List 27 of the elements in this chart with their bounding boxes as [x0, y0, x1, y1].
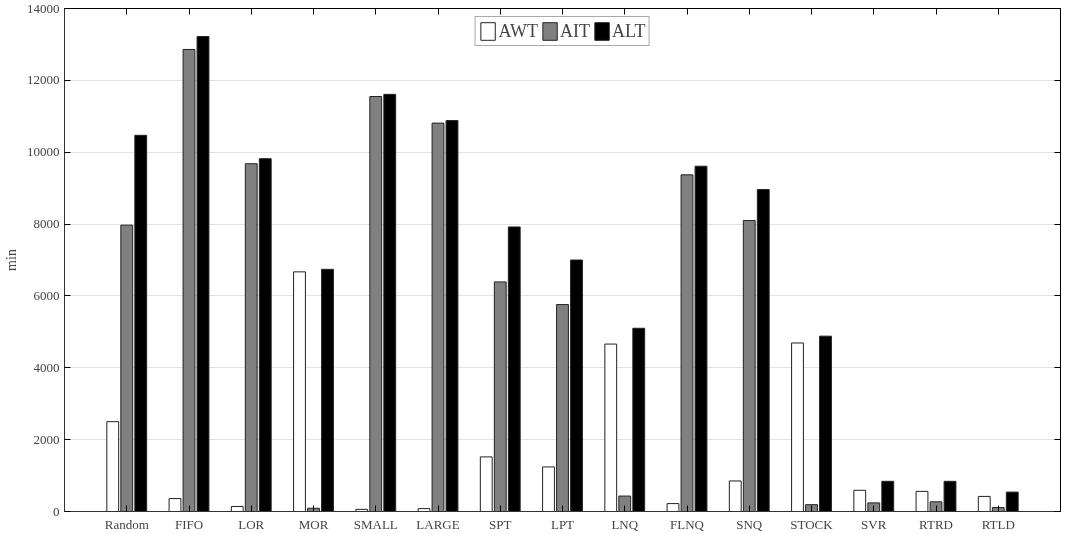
legend-label: AIT: [560, 20, 591, 42]
x-tick-label: LNQ: [611, 516, 639, 532]
x-tick-label: SPT: [489, 516, 512, 532]
y-tick-label: 10000: [27, 144, 60, 160]
x-tick-label: STOCK: [790, 516, 834, 532]
x-tick-label: LOR: [238, 516, 265, 532]
x-tick-label: SVR: [861, 516, 887, 532]
y-axis-title: min: [4, 249, 19, 271]
legend-label: ALT: [612, 20, 646, 42]
x-tick-label: RTRD: [919, 516, 953, 532]
x-tick-label: RTLD: [981, 516, 1015, 532]
y-tick-label: 6000: [33, 287, 60, 303]
x-tick-label: Random: [104, 516, 149, 532]
y-tick-label: 12000: [27, 72, 60, 88]
y-tick-label: 14000: [27, 0, 60, 16]
x-tick-label: SNQ: [736, 516, 763, 532]
x-tick-label: FLNQ: [670, 516, 705, 532]
y-tick-label: 4000: [33, 359, 60, 375]
y-tick-label: 0: [53, 503, 60, 519]
x-tick-label: FIFO: [174, 516, 204, 532]
x-tick-label: LPT: [550, 516, 575, 532]
x-tick-label: SMALL: [353, 516, 398, 532]
legend-label: AWT: [498, 20, 539, 42]
y-tick-label: 8000: [33, 216, 60, 232]
x-tick-label: LARGE: [416, 516, 460, 532]
y-tick-label: 2000: [33, 431, 60, 447]
x-tick-label: MOR: [298, 516, 329, 532]
